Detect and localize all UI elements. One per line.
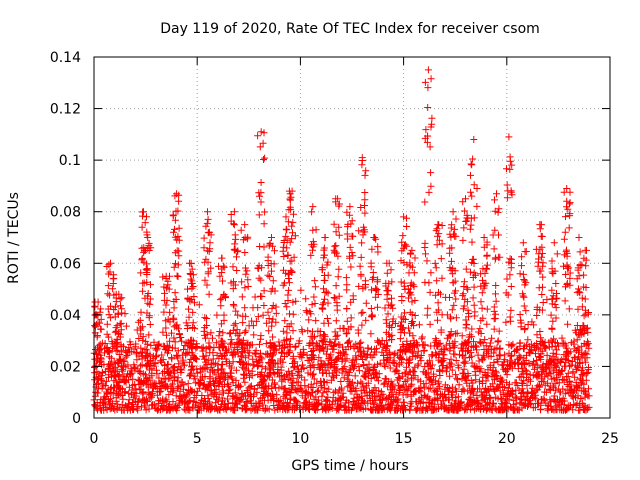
y-tick-label: 0.06: [50, 256, 81, 272]
x-tick-label: 10: [291, 431, 309, 447]
x-tick-label: 5: [193, 431, 202, 447]
y-tick-label: 0.04: [50, 308, 81, 324]
y-tick-label: 0.12: [50, 102, 81, 118]
x-tick-label: 25: [601, 431, 619, 447]
y-tick-label: 0.1: [59, 153, 81, 169]
plot-frame: [93, 56, 611, 419]
y-tick-label: 0.14: [50, 50, 81, 66]
y-tick-label: 0: [72, 411, 81, 427]
y-tick-label: 0.02: [50, 359, 81, 375]
y-axis-label: ROTI / TECUs: [6, 192, 22, 284]
axis-ticks: 0 0.02 0.04 0.06 0.08 0.1 0.12 0.14 0 5 10 15 20 25: [50, 50, 619, 447]
x-tick-label: 20: [498, 431, 516, 447]
y-tick-label: 0.08: [50, 205, 81, 221]
x-tick-label: 0: [90, 431, 99, 447]
chart-title: Day 119 of 2020, Rate Of TEC Index for r…: [160, 21, 540, 37]
x-tick-label: 15: [395, 431, 413, 447]
x-axis-label: GPS time / hours: [291, 458, 408, 474]
